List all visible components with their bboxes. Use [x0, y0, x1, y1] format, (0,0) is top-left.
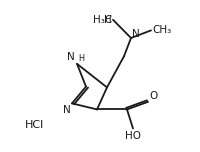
Text: N: N — [132, 29, 140, 39]
Text: O: O — [150, 91, 158, 101]
Text: N: N — [63, 105, 70, 115]
Text: H: H — [104, 15, 112, 25]
Text: N: N — [67, 52, 75, 62]
Text: CH₃: CH₃ — [152, 25, 171, 35]
Text: HCl: HCl — [25, 120, 45, 130]
Text: H: H — [78, 54, 84, 63]
Text: HO: HO — [125, 131, 141, 141]
Text: H₃C: H₃C — [93, 15, 112, 25]
